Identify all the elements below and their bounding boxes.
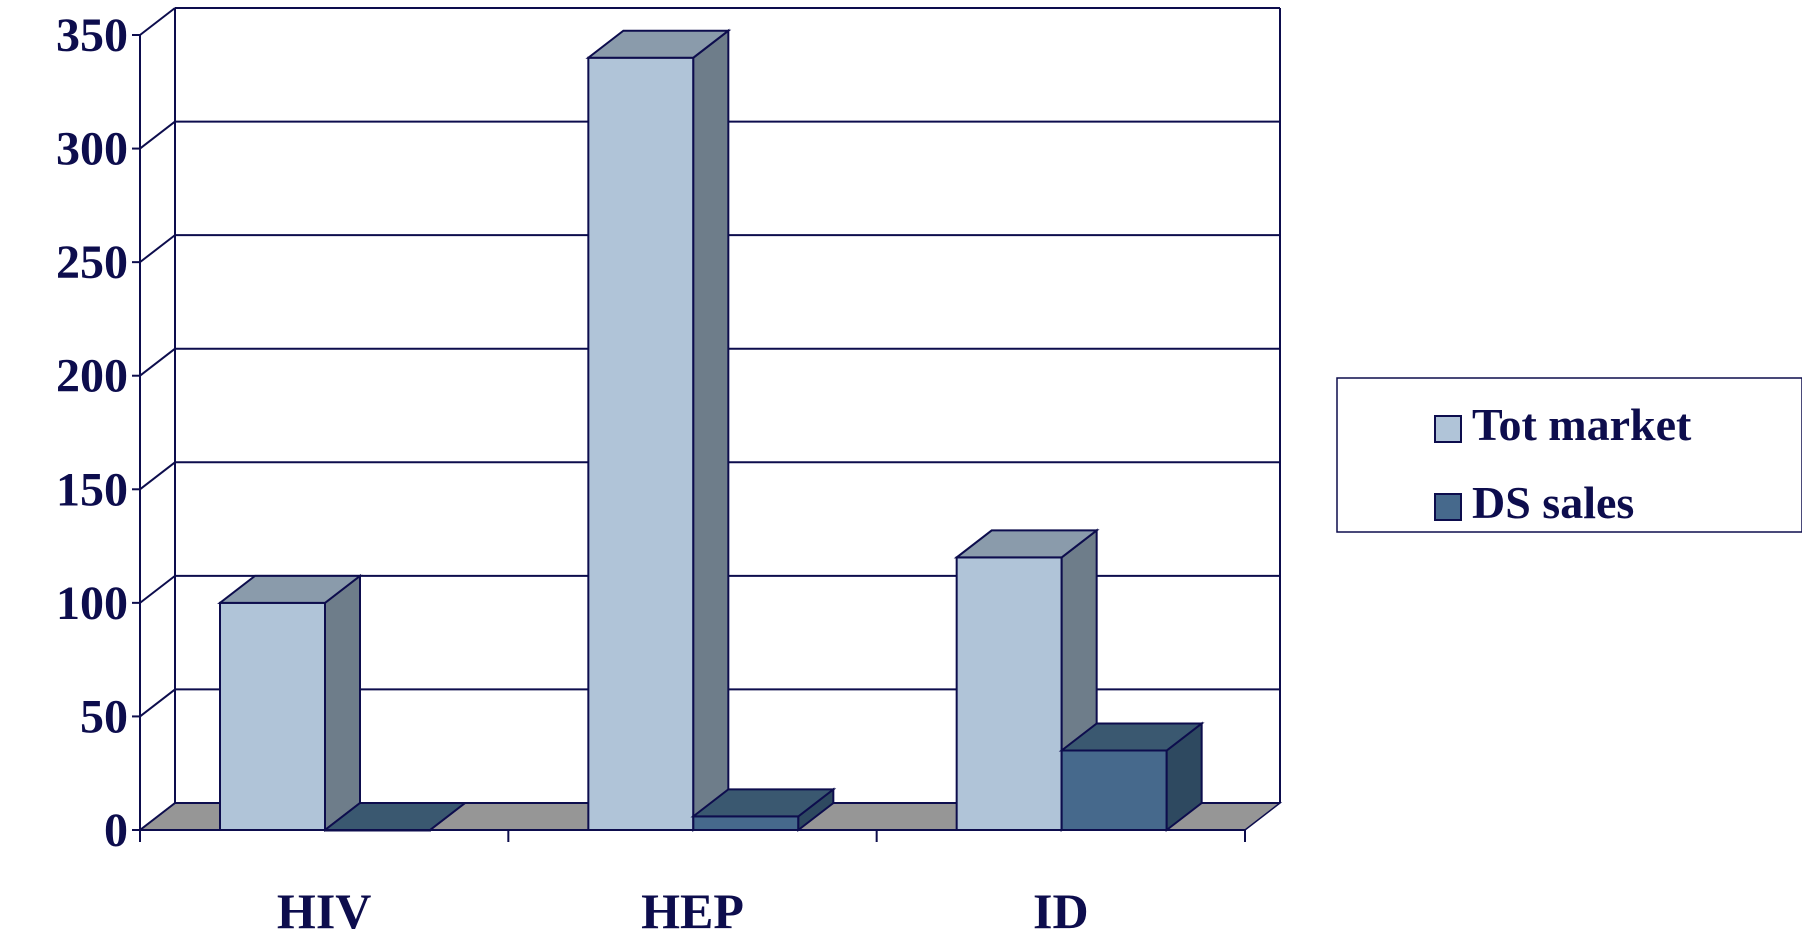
gridline-side xyxy=(139,120,176,150)
legend-swatch xyxy=(1434,493,1462,521)
bars-layer xyxy=(217,28,1205,833)
gridline-side xyxy=(139,461,176,491)
y-tick-label: 200 xyxy=(56,350,128,403)
legend-swatch xyxy=(1434,415,1462,443)
bar-ds-sales-hep xyxy=(690,787,837,833)
y-tick-label: 50 xyxy=(80,690,128,743)
bar-top xyxy=(217,574,363,604)
bar-front xyxy=(955,556,1063,832)
bar-front xyxy=(219,601,326,831)
x-category-label: HEP xyxy=(641,883,744,932)
axis-layer: 0 50 100 150 200 250 300 350 HIV HEP ID xyxy=(56,9,1246,932)
bar-top xyxy=(1058,722,1205,752)
bar-front xyxy=(587,56,695,831)
gridline-side xyxy=(139,347,176,377)
y-tick-label: 0 xyxy=(104,804,128,857)
bar-tot-market-hiv xyxy=(217,573,363,833)
bar-front xyxy=(1060,749,1168,831)
bar-top xyxy=(690,788,837,818)
gridline-side xyxy=(139,234,176,263)
gridline-side xyxy=(139,688,176,718)
bar-front xyxy=(692,815,800,831)
gridline-side xyxy=(139,802,176,831)
y-tick-label: 300 xyxy=(56,123,128,176)
gridline-side xyxy=(139,7,176,36)
legend-box xyxy=(1336,377,1802,533)
bar-side xyxy=(324,573,361,833)
bar-top xyxy=(953,529,1100,559)
bar-side xyxy=(692,28,730,833)
gridline-side xyxy=(139,575,176,604)
y-tick-label: 100 xyxy=(56,577,128,630)
y-tick-label: 150 xyxy=(56,463,128,516)
bar-tot-market-hep xyxy=(585,28,732,833)
legend: Tot market DS sales xyxy=(1336,377,1802,533)
bar-ds-sales-id xyxy=(1058,721,1205,833)
x-category-label: ID xyxy=(1033,883,1089,932)
y-tick-label: 250 xyxy=(56,236,128,289)
bar-top xyxy=(585,29,732,59)
y-tick-label: 350 xyxy=(56,9,128,62)
legend-label: DS sales xyxy=(1472,477,1634,528)
x-category-label: HIV xyxy=(277,883,371,932)
legend-label: Tot market xyxy=(1472,399,1692,450)
